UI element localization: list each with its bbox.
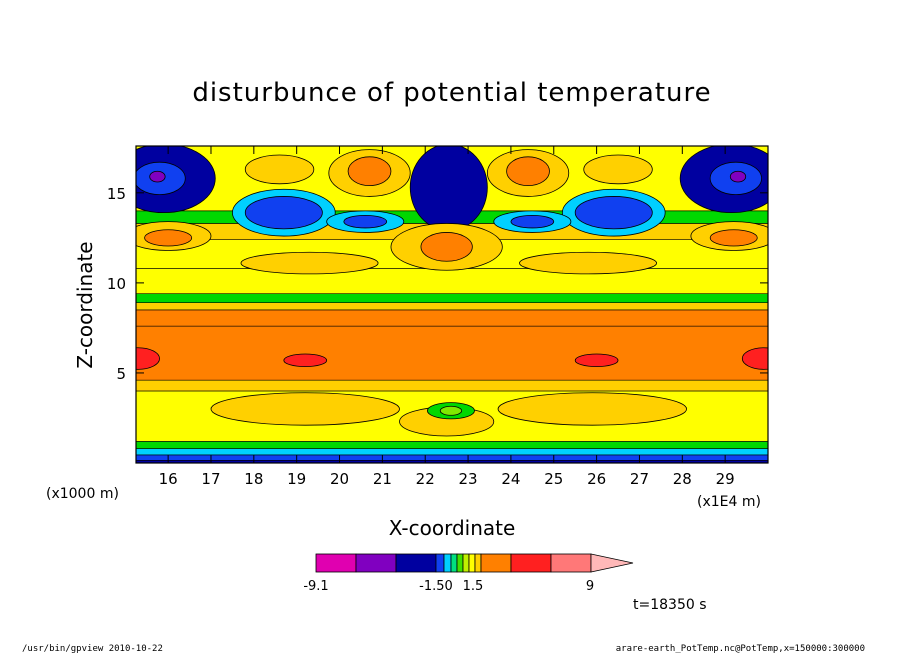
contour-band-3 (136, 441, 768, 449)
contour-band-10 (136, 268, 768, 294)
contour-region-6 (409, 146, 488, 232)
colorbar-segment-1 (355, 553, 397, 573)
colorbar (315, 553, 634, 573)
contour-region-22 (144, 229, 193, 247)
footer-program: /usr/bin/gpview 2010-10-22 (22, 644, 163, 654)
contour-band-7 (136, 309, 768, 327)
contour-region-27 (240, 251, 379, 275)
y-tick-label: 10 (107, 275, 126, 293)
colorbar-segment-4 (443, 553, 452, 573)
colorbar-segment-0 (315, 553, 357, 573)
x-tick-label: 24 (501, 470, 520, 488)
x-tick-label: 22 (416, 470, 435, 488)
x-tick-label: 18 (244, 470, 263, 488)
contour-band-9 (136, 293, 768, 303)
contour-region-16 (343, 214, 388, 229)
contour-region-30 (741, 347, 768, 370)
contour-region-26 (420, 232, 473, 262)
colorbar-label: 1.5 (463, 579, 484, 594)
y-tick-label: 15 (107, 185, 126, 203)
colorbar-segment-12 (550, 553, 592, 573)
contour-band-8 (136, 302, 768, 311)
contour-band-5 (136, 379, 768, 392)
contour-region-8 (347, 156, 392, 187)
contour-region-18 (574, 196, 653, 230)
x-tick-label: 27 (630, 470, 649, 488)
x-tick-label: 26 (587, 470, 606, 488)
chart-title: disturbunce of potential temperature (192, 78, 711, 108)
contour-region-33 (210, 392, 400, 426)
colorbar-segment-8 (468, 553, 476, 573)
x-tick-label: 23 (459, 470, 478, 488)
contour-region-28 (519, 251, 657, 275)
colorbar-segment-2 (395, 553, 437, 573)
contour-band-1 (136, 454, 768, 461)
x-tick-label: 17 (201, 470, 220, 488)
x-unit-label: (x1E4 m) (697, 494, 761, 510)
x-tick-label: 16 (159, 470, 178, 488)
colorbar-segment-11 (510, 553, 552, 573)
colorbar-segment-3 (435, 553, 445, 573)
x-tick-label: 21 (373, 470, 392, 488)
y-unit-label: (x1000 m) (46, 486, 119, 502)
colorbar-segment-5 (450, 553, 458, 573)
contour-region-5 (729, 170, 747, 183)
x-tick-label: 19 (287, 470, 306, 488)
contour-region-10 (506, 156, 550, 187)
x-tick-label: 29 (716, 470, 735, 488)
y-axis: 5 10 15 (107, 185, 768, 383)
contour-region-37 (439, 405, 463, 416)
x-axis-label: X-coordinate (389, 516, 516, 540)
y-tick-label: 5 (116, 365, 126, 383)
contour-band-6 (136, 325, 768, 381)
colorbar-segment-7 (462, 553, 470, 573)
contour-region-32 (574, 353, 619, 368)
colorbar-label: -9.1 (303, 579, 328, 594)
contour-region-11 (244, 154, 315, 185)
footer-source: arare-earth_PotTemp.nc@PotTemp,x=150000:… (616, 644, 865, 654)
contour-region-20 (510, 214, 555, 229)
colorbar-label: -1.50 (419, 579, 453, 594)
contour-region-2 (149, 170, 166, 183)
x-tick-label: 25 (544, 470, 563, 488)
colorbar-segment-9 (474, 553, 482, 573)
contour-region-29 (136, 347, 160, 370)
x-tick-label: 28 (673, 470, 692, 488)
colorbar-label: 9 (586, 579, 594, 594)
contour-region-31 (283, 353, 328, 368)
colorbar-labels: -9.1 -1.50 1.5 9 (303, 579, 594, 594)
colorbar-segment-10 (480, 553, 512, 573)
y-axis-label: Z-coordinate (73, 241, 97, 368)
colorbar-max-tip (590, 553, 634, 573)
contour-field (136, 146, 768, 463)
contour-region-24 (709, 229, 758, 247)
plot-frame (135, 145, 769, 464)
x-tick-label: 20 (330, 470, 349, 488)
contour-region-14 (244, 196, 323, 230)
time-label: t=18350 s (633, 597, 707, 613)
contour-band-2 (136, 448, 768, 456)
x-axis: 16 17 18 19 20 21 22 23 24 25 26 27 28 29 (159, 146, 735, 488)
colorbar-segment-6 (456, 553, 464, 573)
contour-region-34 (497, 392, 687, 426)
contour-region-12 (583, 154, 653, 185)
